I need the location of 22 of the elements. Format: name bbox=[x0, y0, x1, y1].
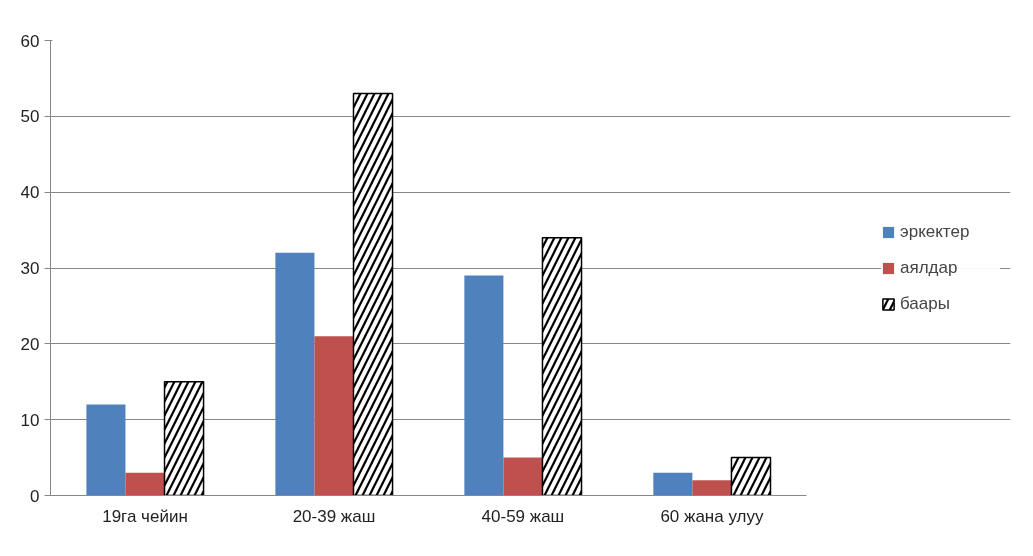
y-tick-label: 10 bbox=[20, 410, 40, 430]
x-tick-label: 19га чейин bbox=[102, 506, 188, 526]
y-tick-label: 60 bbox=[20, 31, 40, 51]
legend-label: аялдар bbox=[900, 257, 959, 278]
bar bbox=[503, 457, 543, 496]
y-tick-label: 50 bbox=[20, 107, 40, 127]
bar bbox=[653, 472, 693, 496]
y-tick-label: 30 bbox=[20, 259, 40, 278]
bar bbox=[464, 275, 504, 496]
x-tick-label: 20-39 жаш bbox=[292, 506, 376, 526]
legend-label: баары bbox=[900, 293, 951, 314]
bar bbox=[314, 336, 354, 496]
x-tick-label: 40-59 жаш bbox=[481, 506, 565, 526]
x-tick-label: 60 жана улуу bbox=[660, 506, 764, 526]
bar bbox=[125, 472, 165, 496]
y-tick-label: 0 bbox=[30, 486, 40, 506]
y-tick-label: 40 bbox=[20, 183, 40, 203]
bar bbox=[692, 480, 732, 496]
bar bbox=[275, 252, 315, 496]
y-tick-label: 20 bbox=[20, 334, 40, 354]
legend-label: эркектер bbox=[900, 221, 971, 242]
bar bbox=[86, 404, 126, 496]
